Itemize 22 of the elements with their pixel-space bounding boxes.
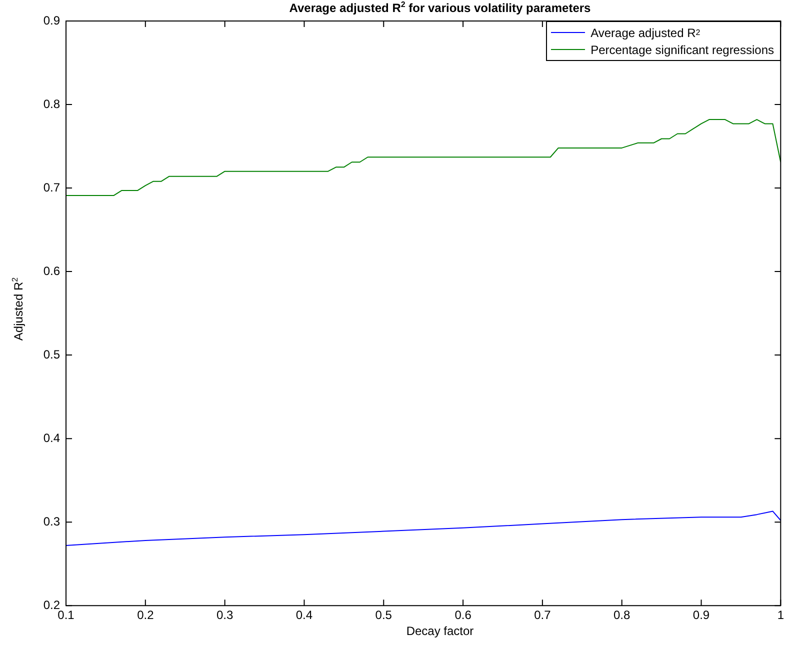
legend-label: Average adjusted R$^{2}$ <box>590 24 702 41</box>
x-tick-label: 0.9 <box>692 608 710 622</box>
y-tick-label: 0.7 <box>43 180 60 194</box>
x-tick-label: 0.2 <box>137 608 154 622</box>
y-tick-label: 0.5 <box>43 347 60 362</box>
y-tick-label: 0.2 <box>43 598 60 612</box>
y-tick-label: 0.3 <box>43 514 60 528</box>
y-tick-label: 0.8 <box>43 96 60 111</box>
y-tick-label: 0.6 <box>43 264 60 278</box>
x-tick-label: 0.4 <box>296 608 313 622</box>
x-tick-label: 0.7 <box>534 608 552 622</box>
x-tick-label: 0.1 <box>58 608 75 622</box>
x-tick-label: 1 <box>777 608 784 622</box>
x-tick-label: 0.3 <box>216 608 234 622</box>
chart-title: Average adjusted R$^{2}$ for various volatility parameters <box>288 0 592 15</box>
x-tick-label: 0.5 <box>375 608 392 622</box>
x-axis-title: Decay factor <box>405 624 475 638</box>
legend-label: Percentage significant regressions <box>590 42 774 58</box>
x-tick-label: 0.6 <box>454 608 472 622</box>
y-tick-label: 0.9 <box>43 13 60 28</box>
x-tick-label: 0.8 <box>614 608 631 622</box>
y-tick-label: 0.4 <box>43 430 60 445</box>
